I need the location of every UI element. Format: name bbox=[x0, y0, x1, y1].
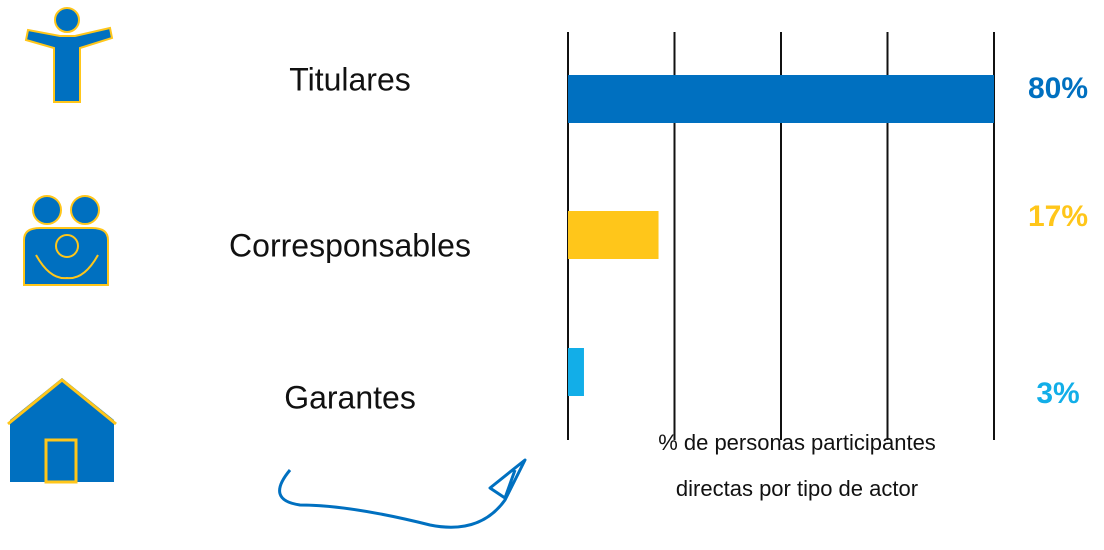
x-axis-label: % de personas participantes directas por… bbox=[658, 430, 936, 501]
category-label: Corresponsables bbox=[229, 227, 471, 263]
category-label: Titulares bbox=[289, 61, 411, 97]
arrow-doodle bbox=[278, 458, 527, 529]
family-icon bbox=[23, 195, 109, 286]
value-label: 17% bbox=[1028, 200, 1088, 233]
person-icon bbox=[24, 7, 114, 103]
house-icon bbox=[7, 378, 117, 484]
bar bbox=[568, 211, 659, 259]
bar bbox=[568, 75, 994, 123]
bar bbox=[568, 348, 584, 396]
value-label: 3% bbox=[1036, 377, 1079, 410]
value-label: 80% bbox=[1028, 72, 1088, 105]
category-label: Garantes bbox=[284, 379, 416, 415]
